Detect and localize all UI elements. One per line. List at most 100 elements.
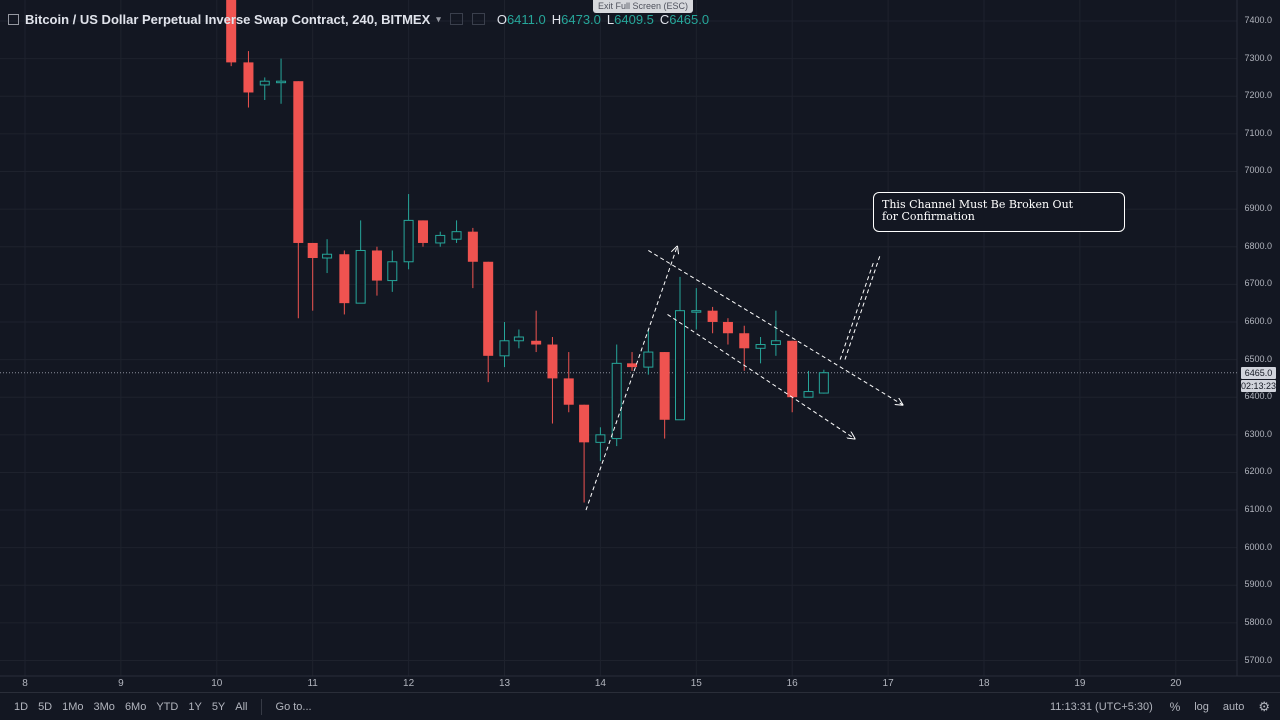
gear-icon[interactable]: ⚙ <box>1258 698 1270 714</box>
candle <box>371 246 382 296</box>
candle-body <box>595 434 606 443</box>
time-axis-label: 16 <box>786 678 798 689</box>
trendline-3[interactable] <box>839 261 875 360</box>
candle-body <box>293 81 304 243</box>
price-chart[interactable] <box>0 0 1280 692</box>
candle-body <box>467 231 478 262</box>
time-axis-label: 12 <box>403 678 415 689</box>
time-axis-label: 20 <box>1170 678 1182 689</box>
candle-body <box>531 340 542 345</box>
time-axis-label: 18 <box>978 678 990 689</box>
candle <box>499 321 510 368</box>
time-axis-label: 19 <box>1074 678 1086 689</box>
exit-fullscreen-button[interactable]: Exit Full Screen (ESC) <box>593 0 693 13</box>
candle <box>339 250 350 315</box>
candle-series <box>226 0 829 503</box>
candle-body <box>818 372 829 394</box>
candle-body <box>499 340 510 357</box>
candle <box>818 369 829 394</box>
candle-body <box>339 254 350 304</box>
candle <box>387 250 398 292</box>
candle <box>691 288 702 330</box>
trendline-0[interactable] <box>585 247 677 511</box>
goto-date-button[interactable]: Go to... <box>275 700 312 713</box>
ohlc-low-value: 6409.5 <box>614 11 654 27</box>
ohlc-high-label: H <box>551 11 562 27</box>
log-scale-toggle[interactable]: log <box>1194 700 1209 713</box>
candle-body <box>803 391 814 398</box>
time-axis-label: 8 <box>22 678 28 689</box>
timeframe-1y[interactable]: 1Y <box>188 700 202 713</box>
chart-legend: Bitcoin / US Dollar Perpetual Inverse Sw… <box>8 10 709 28</box>
price-axis-label: 5800.0 <box>1244 616 1272 627</box>
candle <box>770 310 781 356</box>
price-axis-label: 5700.0 <box>1244 654 1272 665</box>
candle <box>435 231 446 247</box>
price-axis-label: 6200.0 <box>1244 466 1272 477</box>
candle-body <box>322 253 333 259</box>
candle-body <box>739 333 750 349</box>
timeframe-ytd[interactable]: YTD <box>156 700 179 713</box>
candle-body <box>387 261 398 282</box>
timeframe-list: 1D 5D 1Mo 3Mo 6Mo YTD 1Y 5Y All <box>0 701 253 713</box>
price-axis-label: 6900.0 <box>1244 203 1272 214</box>
candle-body <box>659 352 670 420</box>
bottom-toolbar: 1D 5D 1Mo 3Mo 6Mo YTD 1Y 5Y All Go to... 11:13:3… <box>0 692 1280 720</box>
candle <box>513 329 524 349</box>
candle <box>243 51 254 108</box>
percent-scale-toggle[interactable]: % <box>1169 699 1181 714</box>
candle <box>739 325 750 371</box>
settings-icon[interactable] <box>471 13 485 25</box>
price-axis-label: 7000.0 <box>1244 165 1272 176</box>
price-axis-label: 7300.0 <box>1244 52 1272 63</box>
timeframe-all[interactable]: All <box>235 700 248 713</box>
candle-body <box>547 344 558 379</box>
symbol-toggle-icon[interactable] <box>8 13 19 25</box>
timeframe-3mo[interactable]: 3Mo <box>93 700 115 713</box>
candle-body <box>722 321 733 334</box>
ohlc-high-value: 6473.0 <box>561 11 601 27</box>
timeframe-5y[interactable]: 5Y <box>211 700 226 713</box>
auto-scale-toggle[interactable]: auto <box>1222 700 1245 713</box>
time-axis-label: 15 <box>690 678 702 689</box>
candle-body <box>371 250 382 281</box>
price-axis-label: 6600.0 <box>1244 315 1272 326</box>
ohlc-open-value: 6411.0 <box>506 11 546 27</box>
candle <box>547 337 558 424</box>
annotation-callout[interactable]: This Channel Must Be Broken Out for Conf… <box>873 192 1125 232</box>
timeframe-5d[interactable]: 5D <box>38 700 53 713</box>
symbol-title[interactable]: Bitcoin / US Dollar Perpetual Inverse Sw… <box>25 11 431 27</box>
toolbar-divider <box>260 698 262 715</box>
candle-body <box>259 80 270 86</box>
trendline-drawings[interactable] <box>585 247 902 511</box>
candle-body <box>403 219 414 263</box>
current-price-tag: 6465.0 <box>1241 366 1276 379</box>
callout-leader <box>844 254 881 360</box>
candle-body <box>226 0 237 63</box>
trendline-2[interactable] <box>667 314 855 438</box>
time-axis-label: 11 <box>307 678 318 689</box>
candle-body <box>563 378 574 405</box>
candle <box>707 306 718 334</box>
candle <box>803 370 814 398</box>
time-axis-label: 9 <box>118 678 124 689</box>
candle <box>259 77 270 101</box>
candle-body <box>611 362 622 440</box>
timezone-clock[interactable]: 11:13:31 (UTC+5:30) <box>1050 700 1153 713</box>
candle <box>611 344 622 447</box>
candle-body <box>435 234 446 244</box>
timeframe-1mo[interactable]: 1Mo <box>62 700 84 713</box>
chevron-down-icon[interactable]: ▾ <box>436 13 441 24</box>
timeframe-1d[interactable]: 1D <box>14 700 29 713</box>
eye-icon[interactable] <box>449 13 463 25</box>
price-axis-label: 7100.0 <box>1244 127 1272 138</box>
candle <box>674 276 685 421</box>
ohlc-close-value: 6465.0 <box>669 11 710 27</box>
timeframe-6mo[interactable]: 6Mo <box>124 700 147 713</box>
candle <box>595 427 606 462</box>
price-axis-label: 6400.0 <box>1244 391 1272 402</box>
candle-body <box>691 310 702 313</box>
trendline-1[interactable] <box>648 250 902 404</box>
candle <box>579 404 590 503</box>
time-axis-label: 17 <box>882 678 894 689</box>
